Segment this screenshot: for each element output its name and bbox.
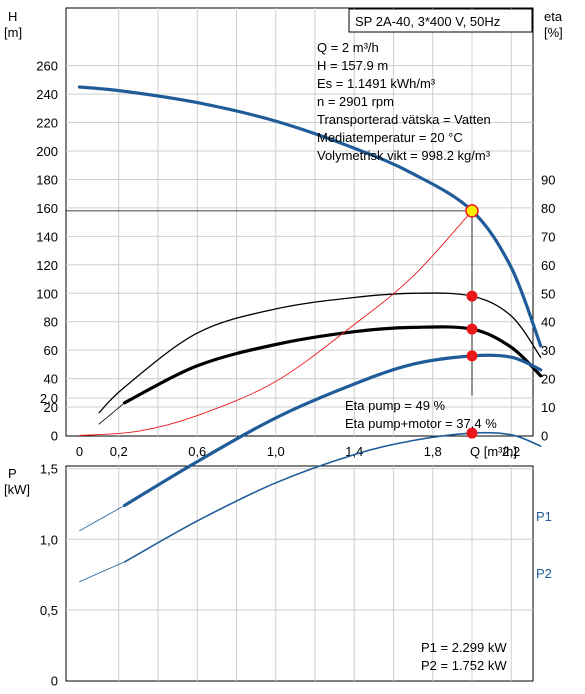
eta-total-curve-extension <box>98 402 125 425</box>
p2-marker <box>466 427 478 439</box>
eta-total-curve <box>123 325 543 405</box>
y-tick-label-eta: 10 <box>541 400 555 415</box>
y-tick-label-eta: 70 <box>541 229 555 244</box>
y-tick-label-power: 1,5 <box>40 462 58 477</box>
x-tick-label: 1,0 <box>267 444 285 459</box>
y-tick-label-head: 120 <box>36 258 58 273</box>
y-axis-unit-head: [m] <box>4 25 22 40</box>
y-tick-label-eta: 30 <box>541 343 555 358</box>
tick-labels: 0204060801001201401601802002202402600102… <box>36 59 555 689</box>
y-tick-label-head: 100 <box>36 286 58 301</box>
chart-title: SP 2A-40, 3*400 V, 50Hz <box>355 14 500 29</box>
y-axis-unit-eta: [%] <box>544 25 563 40</box>
y-axis-unit-power: [kW] <box>4 482 30 497</box>
y-tick-label-head: 0 <box>51 429 58 444</box>
eta-pump-marker <box>466 290 478 302</box>
y-tick-label-head: 220 <box>36 116 58 131</box>
y-tick-label-eta: 50 <box>541 286 555 301</box>
x-tick-label: 0,6 <box>188 444 206 459</box>
head-curve-extension <box>79 86 125 92</box>
bottom-grid <box>66 397 533 681</box>
top-plot-frame <box>65 7 534 437</box>
title-box <box>348 8 533 33</box>
y-tick-label-head: 20 <box>44 400 58 415</box>
y-tick-label-eta: 0 <box>541 429 548 444</box>
y-axis-title-head: H <box>8 9 17 24</box>
y-tick-label-head: 140 <box>36 229 58 244</box>
info-liquid: Transporterad vätska = Vatten <box>317 112 491 127</box>
p2-curve-extension <box>79 561 125 583</box>
info-density: Volymetrisk vikt = 998.2 kg/m³ <box>317 148 491 163</box>
y-tick-label-head: 160 <box>36 201 58 216</box>
y-tick-label-eta: 40 <box>541 315 555 330</box>
y-tick-label-power: 1,0 <box>40 532 58 547</box>
info-energy: Es = 1.1491 kWh/m³ <box>317 76 436 91</box>
y-tick-label-head: 60 <box>44 343 58 358</box>
curves <box>66 85 543 583</box>
legend-p2: P2 <box>536 566 552 581</box>
x-axis-title: Q [m³/h] <box>470 444 517 459</box>
p1-readout: P1 = 2.299 kW <box>421 640 507 655</box>
eta-pump-label: Eta pump = 49 % <box>345 398 446 413</box>
head-curve <box>77 85 543 348</box>
info-head: H = 157.9 m <box>317 58 388 73</box>
info-temperature: Mediatemperatur = 20 °C <box>317 130 463 145</box>
y-tick-label-head: 260 <box>36 59 58 74</box>
p1-curve-extension <box>79 505 125 532</box>
bottom-plot-frame <box>65 465 534 682</box>
eta-total-label: Eta pump+motor = 37.4 % <box>345 416 497 431</box>
info-speed: n = 2901 rpm <box>317 94 394 109</box>
y-tick-label-power: 2,0 <box>40 391 58 406</box>
info-flow: Q = 2 m³/h <box>317 40 379 55</box>
y-tick-label-eta: 20 <box>541 372 555 387</box>
legend-p1: P1 <box>536 509 552 524</box>
y-tick-label-head: 180 <box>36 172 58 187</box>
x-tick-label: 0 <box>76 444 83 459</box>
power-readout: P1 = 2.299 kW P2 = 1.752 kW <box>421 640 507 673</box>
duty-point-marker <box>465 204 479 218</box>
top-grid <box>66 8 533 436</box>
y-tick-label-head: 240 <box>36 87 58 102</box>
y-tick-label-head: 80 <box>44 315 58 330</box>
x-tick-label: 2,2 <box>502 444 520 459</box>
y-tick-label-eta: 90 <box>541 172 555 187</box>
p2-curve <box>123 431 542 563</box>
y-tick-label-power: 0 <box>51 674 58 689</box>
y-tick-label-power: 0,5 <box>40 603 58 618</box>
p1-marker <box>466 350 478 362</box>
eta-total-marker <box>466 323 478 335</box>
y-axis-title-power: P <box>8 466 17 481</box>
p1-curve <box>123 353 543 507</box>
y-tick-label-head: 200 <box>36 144 58 159</box>
y-axis-title-eta: eta <box>544 9 563 24</box>
system-curve <box>79 210 473 436</box>
p2-readout: P2 = 1.752 kW <box>421 658 507 673</box>
x-tick-label: 1,8 <box>424 444 442 459</box>
duty-info: Q = 2 m³/h H = 157.9 m Es = 1.1491 kWh/m… <box>317 40 491 163</box>
eta-pump-curve <box>98 292 542 414</box>
eta-info: Eta pump = 49 % Eta pump+motor = 37.4 % <box>345 398 497 431</box>
y-tick-label-eta: 80 <box>541 201 555 216</box>
x-tick-label: 0,2 <box>110 444 128 459</box>
y-tick-label-eta: 60 <box>541 258 555 273</box>
y-tick-label-head: 40 <box>44 372 58 387</box>
